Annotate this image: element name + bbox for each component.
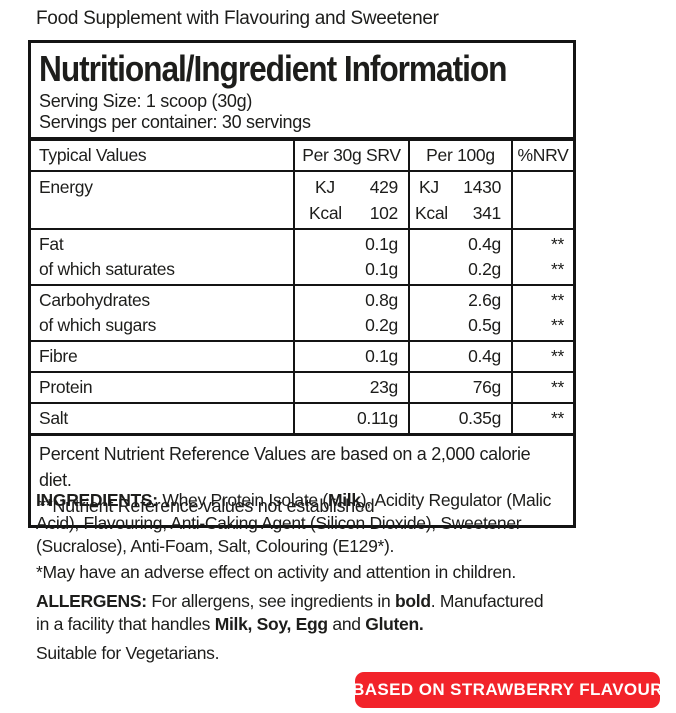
fat-nrv: ** ** [511,230,573,284]
salt-per-30g: 0.11g [293,404,408,433]
divider-thick-top [31,137,573,141]
row-label: Salt [39,408,68,428]
divider-thick-bottom [31,433,573,436]
table-row-protein: Protein 23g 76g ** [31,373,573,404]
table-row-fibre: Fibre 0.1g 0.4g ** [31,342,573,373]
table-row-salt: Salt 0.11g 0.35g ** [31,404,573,433]
servings-per-container: Servings per container: 30 servings [39,112,311,132]
energy-nrv [511,172,573,228]
nutrition-panel: Nutritional/Ingredient Information Servi… [28,40,576,528]
allergen-milk-bold: Milk [327,490,361,510]
allergens-paragraph: ALLERGENS: For allergens, see ingredient… [36,591,544,634]
fat-per-100g: 0.4g 0.2g [408,230,511,284]
header-nrv: %NRV [511,141,573,170]
unit-kcal: Kcal [309,203,342,223]
flavour-badge: BASED ON STRAWBERRY FLAVOUR [352,672,663,708]
table-footnote: Percent Nutrient Reference Values are ba… [31,436,573,525]
value-kcal-100g: 341 [472,203,502,223]
protein-nrv: ** [511,373,573,402]
carbs-nrv: ** ** [511,286,573,340]
protein-per-30g: 23g [293,373,408,402]
header-per-30g: Per 30g SRV [293,141,408,170]
energy-per-100g: KJ 1430 Kcal 341 [408,172,511,228]
row-label: Fibre [39,346,78,366]
ingredients-label: INGREDIENTS: [36,490,163,510]
header-typical-values: Typical Values [39,145,147,165]
vegetarian-note: Suitable for Vegetarians. [36,643,220,663]
fat-per-30g: 0.1g 0.1g [293,230,408,284]
carbs-per-100g: 2.6g 0.5g [408,286,511,340]
fibre-nrv: ** [511,342,573,371]
table-row-carbohydrate-group: Carbohydrates of which sugars 0.8g 0.2g … [31,286,573,342]
serving-size: Serving Size: 1 scoop (30g) [39,91,253,111]
row-label: Energy [39,177,93,197]
table-row-energy: Energy KJ 429 Kcal 102 KJ 1430 Kcal 341 [31,172,573,230]
fibre-per-30g: 0.1g [293,342,408,371]
panel-title: Nutritional/Ingredient Information [39,48,508,89]
allergens-label: ALLERGENS: [36,591,152,611]
nutrition-table: Typical Values Per 30g SRV Per 100g %NRV… [31,141,573,433]
unit-kj: KJ [419,177,439,197]
flavour-badge-label: BASED ON STRAWBERRY FLAVOUR [352,680,663,699]
value-kcal-30g: 102 [369,203,399,223]
table-header-row: Typical Values Per 30g SRV Per 100g %NRV [31,141,573,172]
footnote-line-1: Percent Nutrient Reference Values are ba… [39,444,531,490]
carbs-per-30g: 0.8g 0.2g [293,286,408,340]
row-label: Protein [39,377,93,397]
salt-nrv: ** [511,404,573,433]
row-label: Fat of which saturates [39,234,175,279]
panel-header: Nutritional/Ingredient Information Servi… [31,43,573,137]
energy-per-30g: KJ 429 Kcal 102 [293,172,408,228]
fibre-per-100g: 0.4g [408,342,511,371]
header-per-100g: Per 100g [408,141,511,170]
salt-per-100g: 0.35g [408,404,511,433]
unit-kcal: Kcal [415,203,448,223]
unit-kj: KJ [315,177,335,197]
row-label: Carbohydrates of which sugars [39,290,157,335]
table-row-fat-group: Fat of which saturates 0.1g 0.1g 0.4g 0.… [31,230,573,286]
ingredients-paragraph: INGREDIENTS: Whey Protein Isolate (Milk)… [36,490,552,556]
value-kj-30g: 429 [369,177,399,197]
colouring-warning: *May have an adverse effect on activity … [36,562,516,582]
top-note: Food Supplement with Flavouring and Swee… [36,8,439,29]
value-kj-100g: 1430 [463,177,501,197]
protein-per-100g: 76g [408,373,511,402]
footnote-line-2: **Nutrient Reference values not establis… [39,496,375,516]
